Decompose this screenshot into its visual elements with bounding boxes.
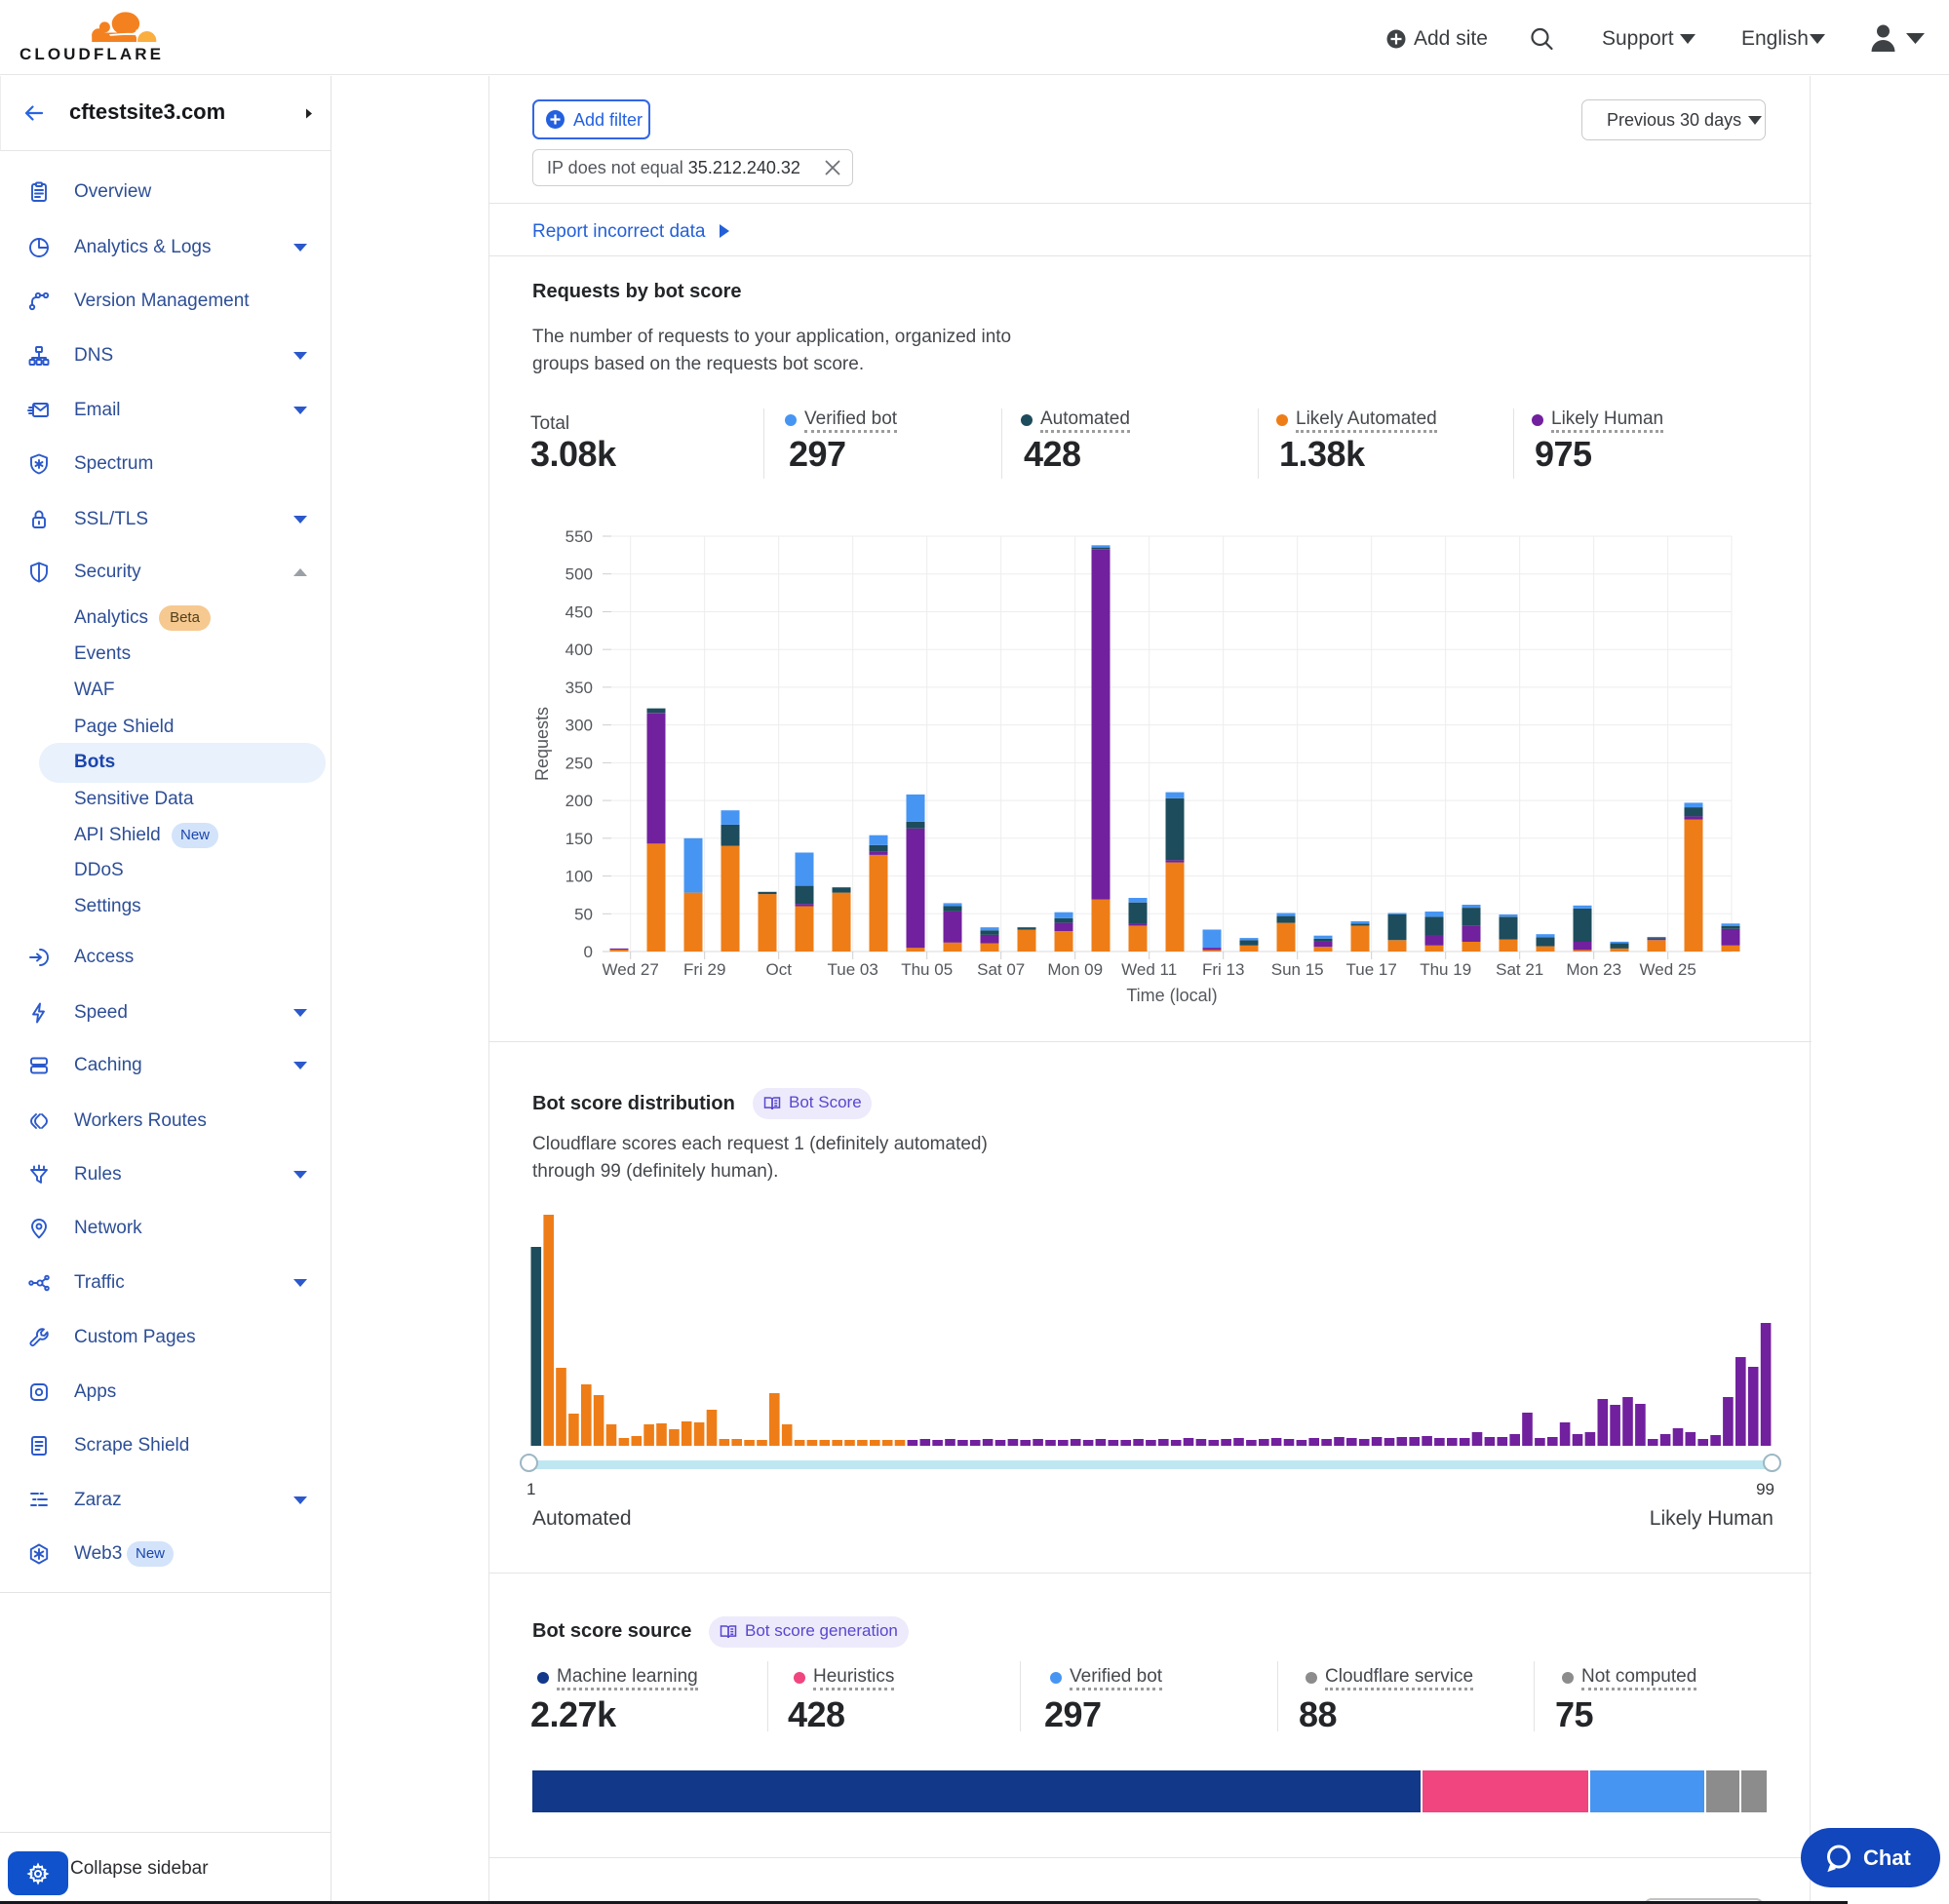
svg-text:200: 200	[565, 792, 593, 810]
svg-text:Time (local): Time (local)	[1126, 986, 1217, 1005]
svg-text:Sun 15: Sun 15	[1271, 960, 1324, 979]
svg-text:Tue 03: Tue 03	[828, 960, 878, 979]
svg-text:Wed 11: Wed 11	[1121, 960, 1177, 979]
svg-text:Thu 19: Thu 19	[1420, 960, 1471, 979]
svg-text:Mon 09: Mon 09	[1047, 960, 1103, 979]
svg-text:350: 350	[565, 679, 593, 697]
svg-text:Mon 23: Mon 23	[1566, 960, 1621, 979]
svg-text:Wed 27: Wed 27	[603, 960, 659, 979]
svg-text:50: 50	[574, 905, 593, 923]
svg-text:450: 450	[565, 603, 593, 622]
svg-text:500: 500	[565, 565, 593, 584]
svg-text:Thu 05: Thu 05	[901, 960, 953, 979]
svg-text:Tue 17: Tue 17	[1346, 960, 1397, 979]
svg-text:Wed 25: Wed 25	[1640, 960, 1696, 979]
svg-text:100: 100	[565, 868, 593, 886]
svg-text:Fri 29: Fri 29	[683, 960, 725, 979]
svg-text:250: 250	[565, 754, 593, 772]
svg-text:Requests: Requests	[532, 707, 552, 781]
svg-text:Sat 07: Sat 07	[977, 960, 1025, 979]
svg-text:Sat 21: Sat 21	[1496, 960, 1543, 979]
svg-text:0: 0	[584, 943, 593, 961]
svg-text:300: 300	[565, 717, 593, 735]
svg-text:400: 400	[565, 641, 593, 659]
svg-text:Fri 13: Fri 13	[1202, 960, 1244, 979]
svg-text:550: 550	[565, 527, 593, 546]
svg-text:Oct: Oct	[765, 960, 792, 979]
svg-text:150: 150	[565, 830, 593, 848]
